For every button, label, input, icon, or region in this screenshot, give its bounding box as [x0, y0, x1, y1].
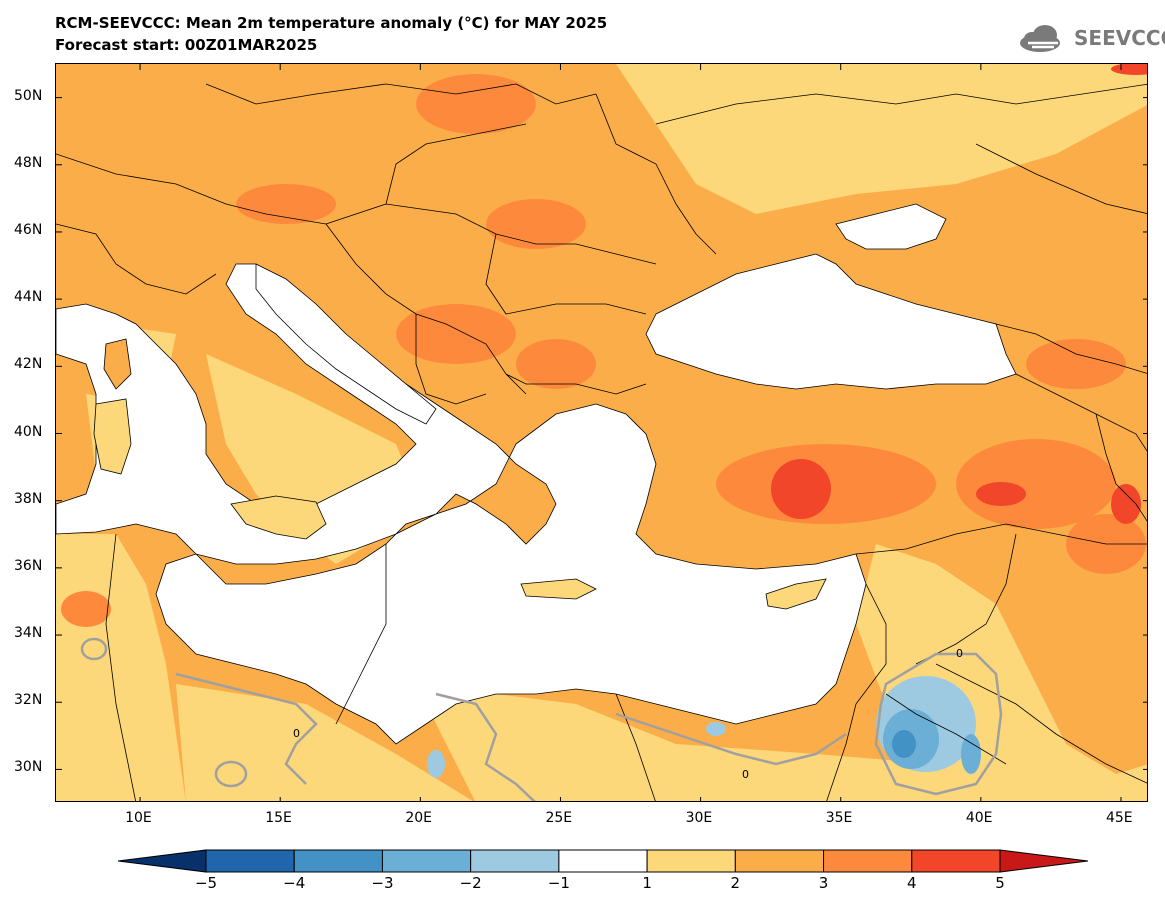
islands	[93, 338, 827, 610]
colorbar-bin	[734, 849, 825, 873]
lat-tick-label: 30N	[14, 759, 43, 776]
black-sea	[645, 253, 1017, 390]
colorbar-bin	[999, 849, 1088, 873]
temperature-anomaly-map[interactable]: 0 0 0	[55, 63, 1148, 802]
sicily	[230, 495, 327, 540]
corsica	[103, 338, 132, 390]
lon-tick-label: 30E	[685, 810, 713, 826]
logo-text: SEEVCCC	[1074, 26, 1165, 50]
lat-tick-label: 40N	[14, 423, 43, 440]
colorbar-bin	[558, 849, 648, 873]
lat-tick-label: 32N	[14, 692, 43, 709]
colorbar-level-label: −2	[459, 874, 482, 892]
colorbar-bin	[911, 849, 1001, 873]
cyprus	[765, 578, 827, 610]
contour-label: 0	[293, 727, 300, 740]
sea-areas	[56, 203, 1017, 745]
anomaly-fill-negative	[427, 676, 981, 778]
sea-of-azov	[835, 203, 947, 250]
colorbar-level-label: −1	[547, 874, 570, 892]
sardinia	[93, 398, 132, 475]
lat-tick-label: 42N	[14, 356, 43, 373]
colorbar-bin	[205, 849, 295, 873]
anomaly-fill-4-5	[771, 64, 1147, 524]
colorbar-bin	[118, 849, 207, 873]
lon-tick-label: 10E	[125, 810, 152, 826]
colorbar-level-label: 2	[730, 874, 741, 892]
map-canvas: 0 0 0	[56, 64, 1147, 801]
colorbar-bin	[646, 849, 736, 873]
colorbar-level-label: 4	[906, 874, 917, 892]
lat-tick-label: 50N	[14, 87, 43, 104]
lon-tick-label: 45E	[1105, 810, 1133, 826]
colorbar-bin	[470, 849, 560, 873]
zero-contours	[80, 637, 1003, 801]
country-borders	[56, 83, 1147, 801]
lat-tick-label: 36N	[14, 557, 43, 574]
mediterranean-sea	[56, 263, 867, 745]
colorbar-level-label: −3	[371, 874, 394, 892]
map-title: RCM-SEEVCCC: Mean 2m temperature anomaly…	[55, 14, 608, 32]
colorbar	[118, 849, 1088, 873]
lat-tick-label: 48N	[14, 154, 43, 171]
seevccc-logo	[1020, 25, 1060, 52]
adriatic-sea	[255, 263, 437, 425]
colorbar-level-label: 1	[642, 874, 652, 892]
colorbar-bin	[293, 849, 383, 873]
contour-label: 0	[742, 768, 749, 781]
anomaly-fill-3-4	[61, 74, 1146, 627]
lon-tick-label: 35E	[825, 810, 853, 826]
lon-tick-label: 25E	[545, 810, 573, 826]
colorbar-bin	[381, 849, 472, 873]
contour-labels: 0 0 0	[293, 647, 963, 781]
lat-tick-label: 34N	[14, 625, 43, 642]
lon-tick-label: 20E	[405, 810, 432, 826]
contour-label: 0	[956, 647, 963, 660]
colorbar-level-label: 5	[995, 874, 1005, 892]
forecast-start-label: Forecast start: 00Z01MAR2025	[55, 36, 318, 54]
crete	[520, 578, 597, 600]
lat-tick-label: 38N	[14, 490, 43, 507]
axis-ticks	[56, 64, 1147, 801]
cloud-icon	[1020, 25, 1060, 52]
lat-tick-label: 44N	[14, 289, 43, 306]
lon-tick-label: 40E	[965, 810, 993, 826]
lon-tick-label: 15E	[265, 810, 292, 826]
colorbar-level-label: −4	[283, 874, 306, 892]
colorbar-bin	[823, 849, 913, 873]
lat-tick-label: 46N	[14, 221, 43, 238]
colorbar-level-label: −5	[194, 874, 218, 892]
colorbar-level-label: 3	[818, 874, 829, 892]
